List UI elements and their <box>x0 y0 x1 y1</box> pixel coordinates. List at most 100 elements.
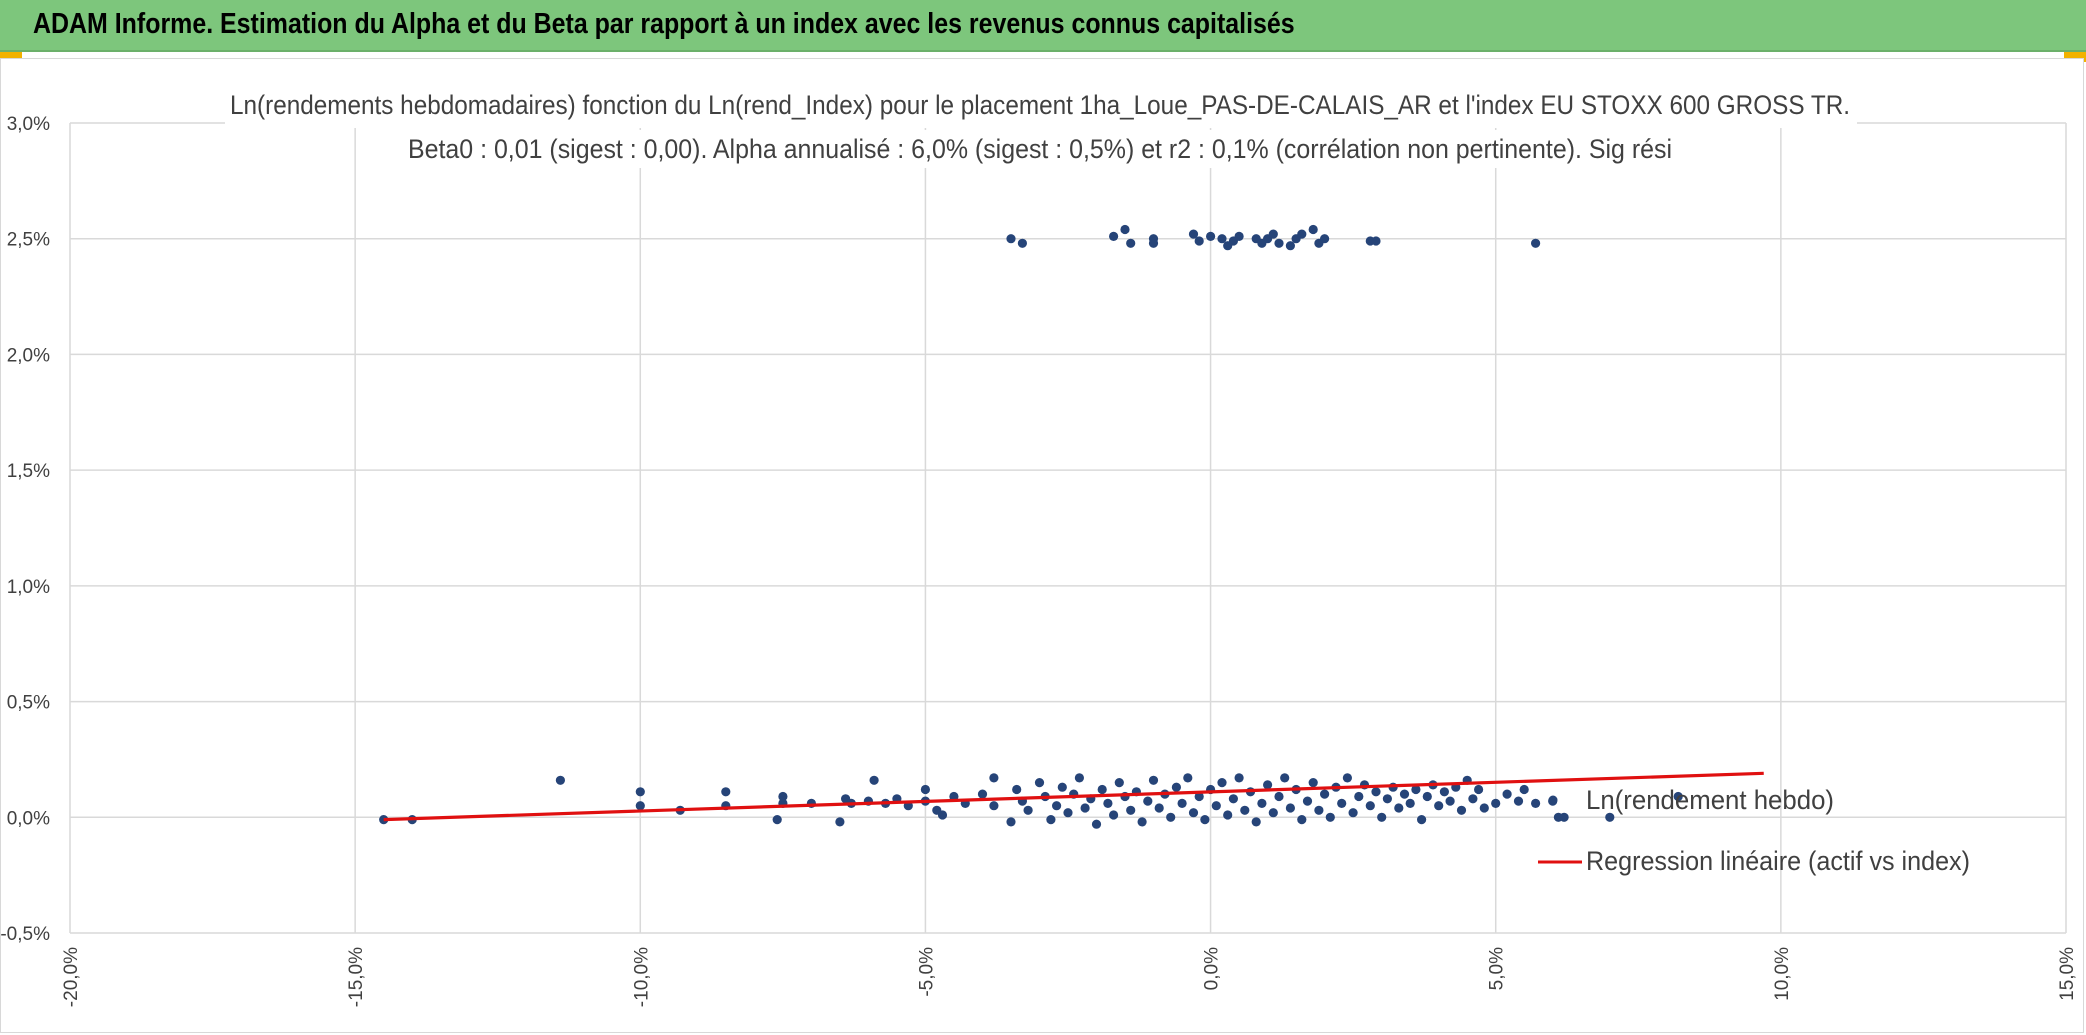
data-point <box>1513 796 1524 806</box>
data-point <box>1148 775 1159 785</box>
data-point <box>1445 796 1455 806</box>
data-point <box>1434 801 1444 811</box>
page-title: ADAM Informe. Estimation du Alpha et du … <box>33 8 1295 40</box>
data-point <box>989 773 999 783</box>
data-point <box>1166 812 1176 822</box>
data-point <box>1268 229 1278 239</box>
data-point <box>835 817 845 827</box>
data-point <box>1365 801 1375 811</box>
data-point <box>1217 234 1227 244</box>
data-point <box>1308 778 1318 788</box>
data-point <box>1297 815 1307 825</box>
data-point <box>920 784 931 795</box>
data-point <box>1468 794 1478 804</box>
data-point <box>1559 812 1569 822</box>
data-point <box>1017 238 1027 248</box>
data-point <box>1006 817 1016 827</box>
legend-label-points: Ln(rendement hebdo) <box>1586 785 1834 815</box>
data-point <box>1097 784 1107 795</box>
data-point <box>1183 773 1193 783</box>
data-point <box>989 801 999 811</box>
data-point <box>1148 238 1159 248</box>
data-point <box>1263 780 1273 790</box>
data-point <box>1194 791 1204 802</box>
data-point <box>1080 803 1090 813</box>
data-point <box>1091 819 1102 829</box>
data-point <box>1405 798 1415 809</box>
data-point <box>1012 784 1022 795</box>
data-point <box>1114 778 1124 788</box>
x-tick-label: 15,0% <box>2057 947 2078 1001</box>
data-point <box>1377 812 1387 822</box>
legend-marker-points <box>1548 795 1558 805</box>
data-point <box>1120 224 1130 235</box>
data-point <box>1274 238 1284 248</box>
data-point <box>1023 805 1033 815</box>
y-tick-label: 1,5% <box>7 461 50 482</box>
data-point <box>1348 808 1358 818</box>
x-axis-ticks: -20,0% -15,0% -10,0% -5,0% 0,0% 5,0% 10,0% 15,0… <box>61 947 2078 1007</box>
data-point <box>1103 798 1113 809</box>
data-point <box>1342 773 1352 783</box>
y-axis-ticks: -0,5% 0,0% 0,5% 1,0% 1,5% 2,0% 2,5% 3,0% <box>0 114 50 945</box>
y-tick-label: 3,0% <box>7 114 50 135</box>
data-point <box>1439 787 1449 797</box>
data-point <box>1109 231 1119 241</box>
data-point <box>778 791 788 802</box>
chart-area <box>0 58 2084 1033</box>
x-tick-label: 10,0% <box>1772 947 1793 1001</box>
regression-line-group <box>383 771 1764 822</box>
y-tick-label: 2,0% <box>7 345 50 366</box>
data-point <box>1251 817 1261 827</box>
data-point <box>635 801 645 811</box>
data-point <box>1456 805 1467 815</box>
scatter-points <box>379 224 1683 829</box>
data-point <box>1057 782 1067 792</box>
y-tick-label: 2,5% <box>7 230 50 251</box>
data-point <box>1422 791 1432 802</box>
x-tick-label: 0,0% <box>1202 947 1223 990</box>
data-point <box>1234 773 1244 783</box>
data-point <box>1109 810 1119 820</box>
data-point <box>1314 805 1324 815</box>
data-point <box>1177 798 1187 809</box>
data-point <box>1223 810 1233 820</box>
data-point <box>1268 808 1278 818</box>
data-point <box>1188 808 1199 818</box>
data-point <box>1234 231 1244 241</box>
data-point <box>1211 801 1221 811</box>
data-point <box>1371 236 1381 246</box>
x-tick-label: -10,0% <box>631 947 652 1007</box>
data-point <box>1337 798 1347 809</box>
y-tick-label: 0,5% <box>7 693 50 714</box>
data-point <box>1474 784 1484 795</box>
data-point <box>1399 789 1410 799</box>
data-point <box>1280 773 1290 783</box>
data-point <box>1126 805 1136 815</box>
data-point <box>1194 236 1204 246</box>
regression-line <box>383 771 1764 822</box>
data-point <box>937 810 948 820</box>
data-point <box>1046 815 1056 825</box>
header-bar: ADAM Informe. Estimation du Alpha et du … <box>0 0 2086 52</box>
data-point <box>1137 817 1147 827</box>
chart-title: Ln(rendements hebdomadaires) fonction du… <box>230 90 1850 120</box>
data-point <box>1479 803 1489 813</box>
data-point <box>1171 782 1181 792</box>
subtitle-background <box>402 130 1678 168</box>
data-point <box>1240 805 1250 815</box>
data-point <box>1354 791 1364 802</box>
data-point <box>1371 787 1381 797</box>
data-point <box>1200 815 1210 825</box>
data-point <box>772 815 782 825</box>
data-point <box>1285 803 1295 813</box>
data-point <box>1126 238 1136 248</box>
data-point <box>1491 798 1501 809</box>
data-point <box>1320 789 1330 799</box>
data-point <box>635 787 645 797</box>
data-point <box>1257 798 1267 809</box>
data-point <box>1154 803 1164 813</box>
data-point <box>1411 784 1421 795</box>
data-point <box>1006 234 1016 244</box>
